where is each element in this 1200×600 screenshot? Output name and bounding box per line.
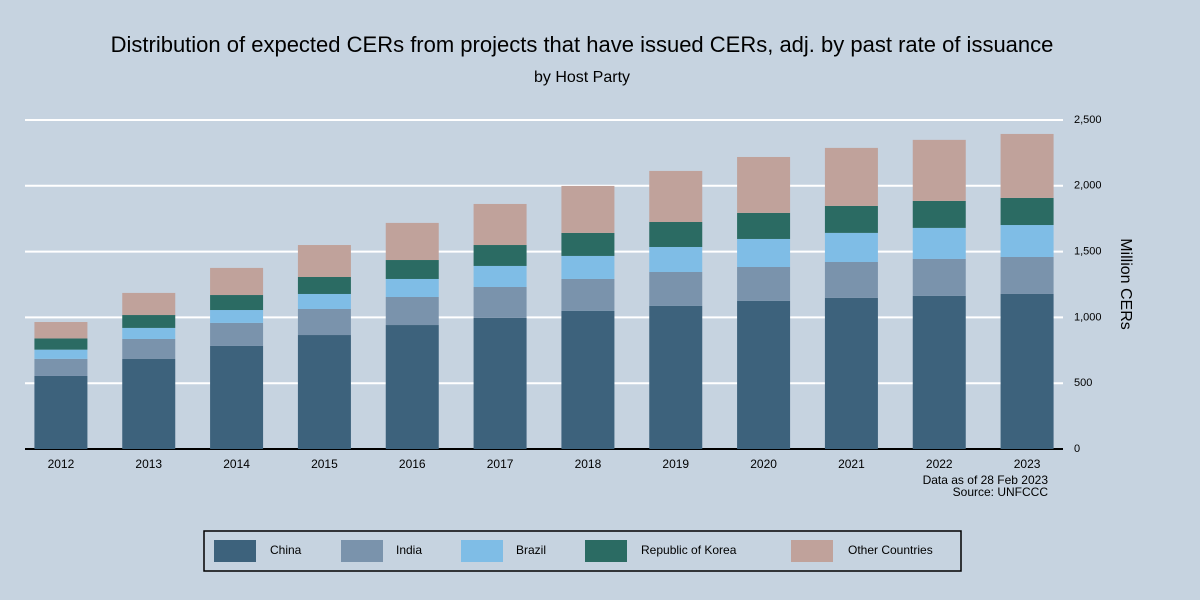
bar-segment <box>210 322 264 346</box>
bar-segment <box>1000 256 1054 294</box>
bar-segment <box>297 276 351 294</box>
bar-segment <box>912 227 966 259</box>
legend-swatch <box>585 540 627 562</box>
bar-segment <box>473 265 527 288</box>
x-tick-label: 2013 <box>135 457 162 471</box>
bar-segment <box>737 300 791 449</box>
bar-segment <box>122 338 176 359</box>
x-tick-label: 2023 <box>1014 457 1041 471</box>
legend-label: Republic of Korea <box>641 543 737 557</box>
legend-swatch <box>214 540 256 562</box>
bar-segment <box>210 267 264 296</box>
bar-segment <box>561 255 615 279</box>
bar-segment <box>1000 197 1054 226</box>
bar-segment <box>34 322 88 339</box>
bar-segment <box>912 258 966 296</box>
bar-segment <box>824 297 878 449</box>
x-tick-label: 2019 <box>662 457 689 471</box>
bar-segment <box>297 245 351 277</box>
legend-label: China <box>270 543 302 557</box>
bar-segment <box>912 295 966 449</box>
bar-segment <box>297 308 351 336</box>
bar-segment <box>649 271 703 306</box>
bar-segment <box>649 246 703 272</box>
bar-segment <box>385 325 439 449</box>
bar-segment <box>122 315 176 328</box>
y-tick-label: 1,500 <box>1074 246 1102 258</box>
x-tick-label: 2018 <box>575 457 602 471</box>
bar-segment <box>737 238 791 267</box>
x-tick-label: 2017 <box>487 457 514 471</box>
bar-segment <box>649 305 703 449</box>
bar-segment <box>210 295 264 311</box>
x-tick-label: 2016 <box>399 457 426 471</box>
bar-segment <box>210 345 264 449</box>
y-tick-label: 2,500 <box>1074 114 1102 126</box>
bar-segment <box>561 185 615 233</box>
chart-subtitle: by Host Party <box>534 69 630 86</box>
bar-segment <box>561 232 615 256</box>
bar-segment <box>649 221 703 247</box>
bar-segment <box>1000 293 1054 449</box>
x-tick-label: 2015 <box>311 457 338 471</box>
bar-segment <box>473 317 527 449</box>
legend-swatch <box>461 540 503 562</box>
bar-segment <box>473 245 527 266</box>
bar-segment <box>297 335 351 449</box>
bar-segment <box>561 278 615 311</box>
y-tick-label: 1,000 <box>1074 311 1102 323</box>
bar-segment <box>122 292 176 316</box>
bar-segment <box>737 212 791 239</box>
y-tick-label: 500 <box>1074 377 1092 389</box>
bar-segment <box>824 205 878 233</box>
y-axis-title: Million CERs <box>1117 238 1134 330</box>
x-tick-label: 2012 <box>48 457 75 471</box>
bar-segment <box>824 147 878 206</box>
legend-swatch <box>791 540 833 562</box>
bar-segment <box>649 170 703 222</box>
bar-segment <box>473 287 527 318</box>
y-tick-label: 2,000 <box>1074 180 1102 192</box>
bar-segment <box>297 293 351 309</box>
bar-segment <box>34 349 88 359</box>
x-tick-label: 2022 <box>926 457 953 471</box>
bar-segment <box>34 375 88 449</box>
legend-label: Brazil <box>516 543 546 557</box>
bar-segment <box>1000 133 1054 198</box>
legend-label: Other Countries <box>848 543 933 557</box>
legend-swatch <box>341 540 383 562</box>
bar-segment <box>737 156 791 213</box>
bar-segment <box>385 297 439 326</box>
x-tick-label: 2021 <box>838 457 865 471</box>
note: Data as of 28 Feb 2023 <box>923 473 1049 487</box>
bar-segment <box>824 261 878 298</box>
x-tick-label: 2014 <box>223 457 250 471</box>
legend-box <box>203 530 962 572</box>
bar-segment <box>385 278 439 298</box>
bar-segment <box>34 338 88 350</box>
note: Source: UNFCCC <box>953 485 1049 499</box>
bar-segment <box>385 222 439 261</box>
x-tick-label: 2020 <box>750 457 777 471</box>
bar-segment <box>210 310 264 323</box>
bar-segment <box>385 260 439 279</box>
y-tick-label: 0 <box>1074 443 1080 455</box>
bar-segment <box>561 310 615 449</box>
bar-segment <box>912 139 966 201</box>
bar-segment <box>122 327 176 339</box>
legend-label: India <box>396 543 422 557</box>
bar-segment <box>473 203 527 246</box>
bar-segment <box>122 358 176 449</box>
bar-segment <box>824 232 878 262</box>
bar-segment <box>1000 225 1054 257</box>
bar-segment <box>34 358 88 376</box>
bar-segment <box>912 200 966 228</box>
bar-segment <box>737 266 791 301</box>
chart-title: Distribution of expected CERs from proje… <box>111 32 1054 57</box>
